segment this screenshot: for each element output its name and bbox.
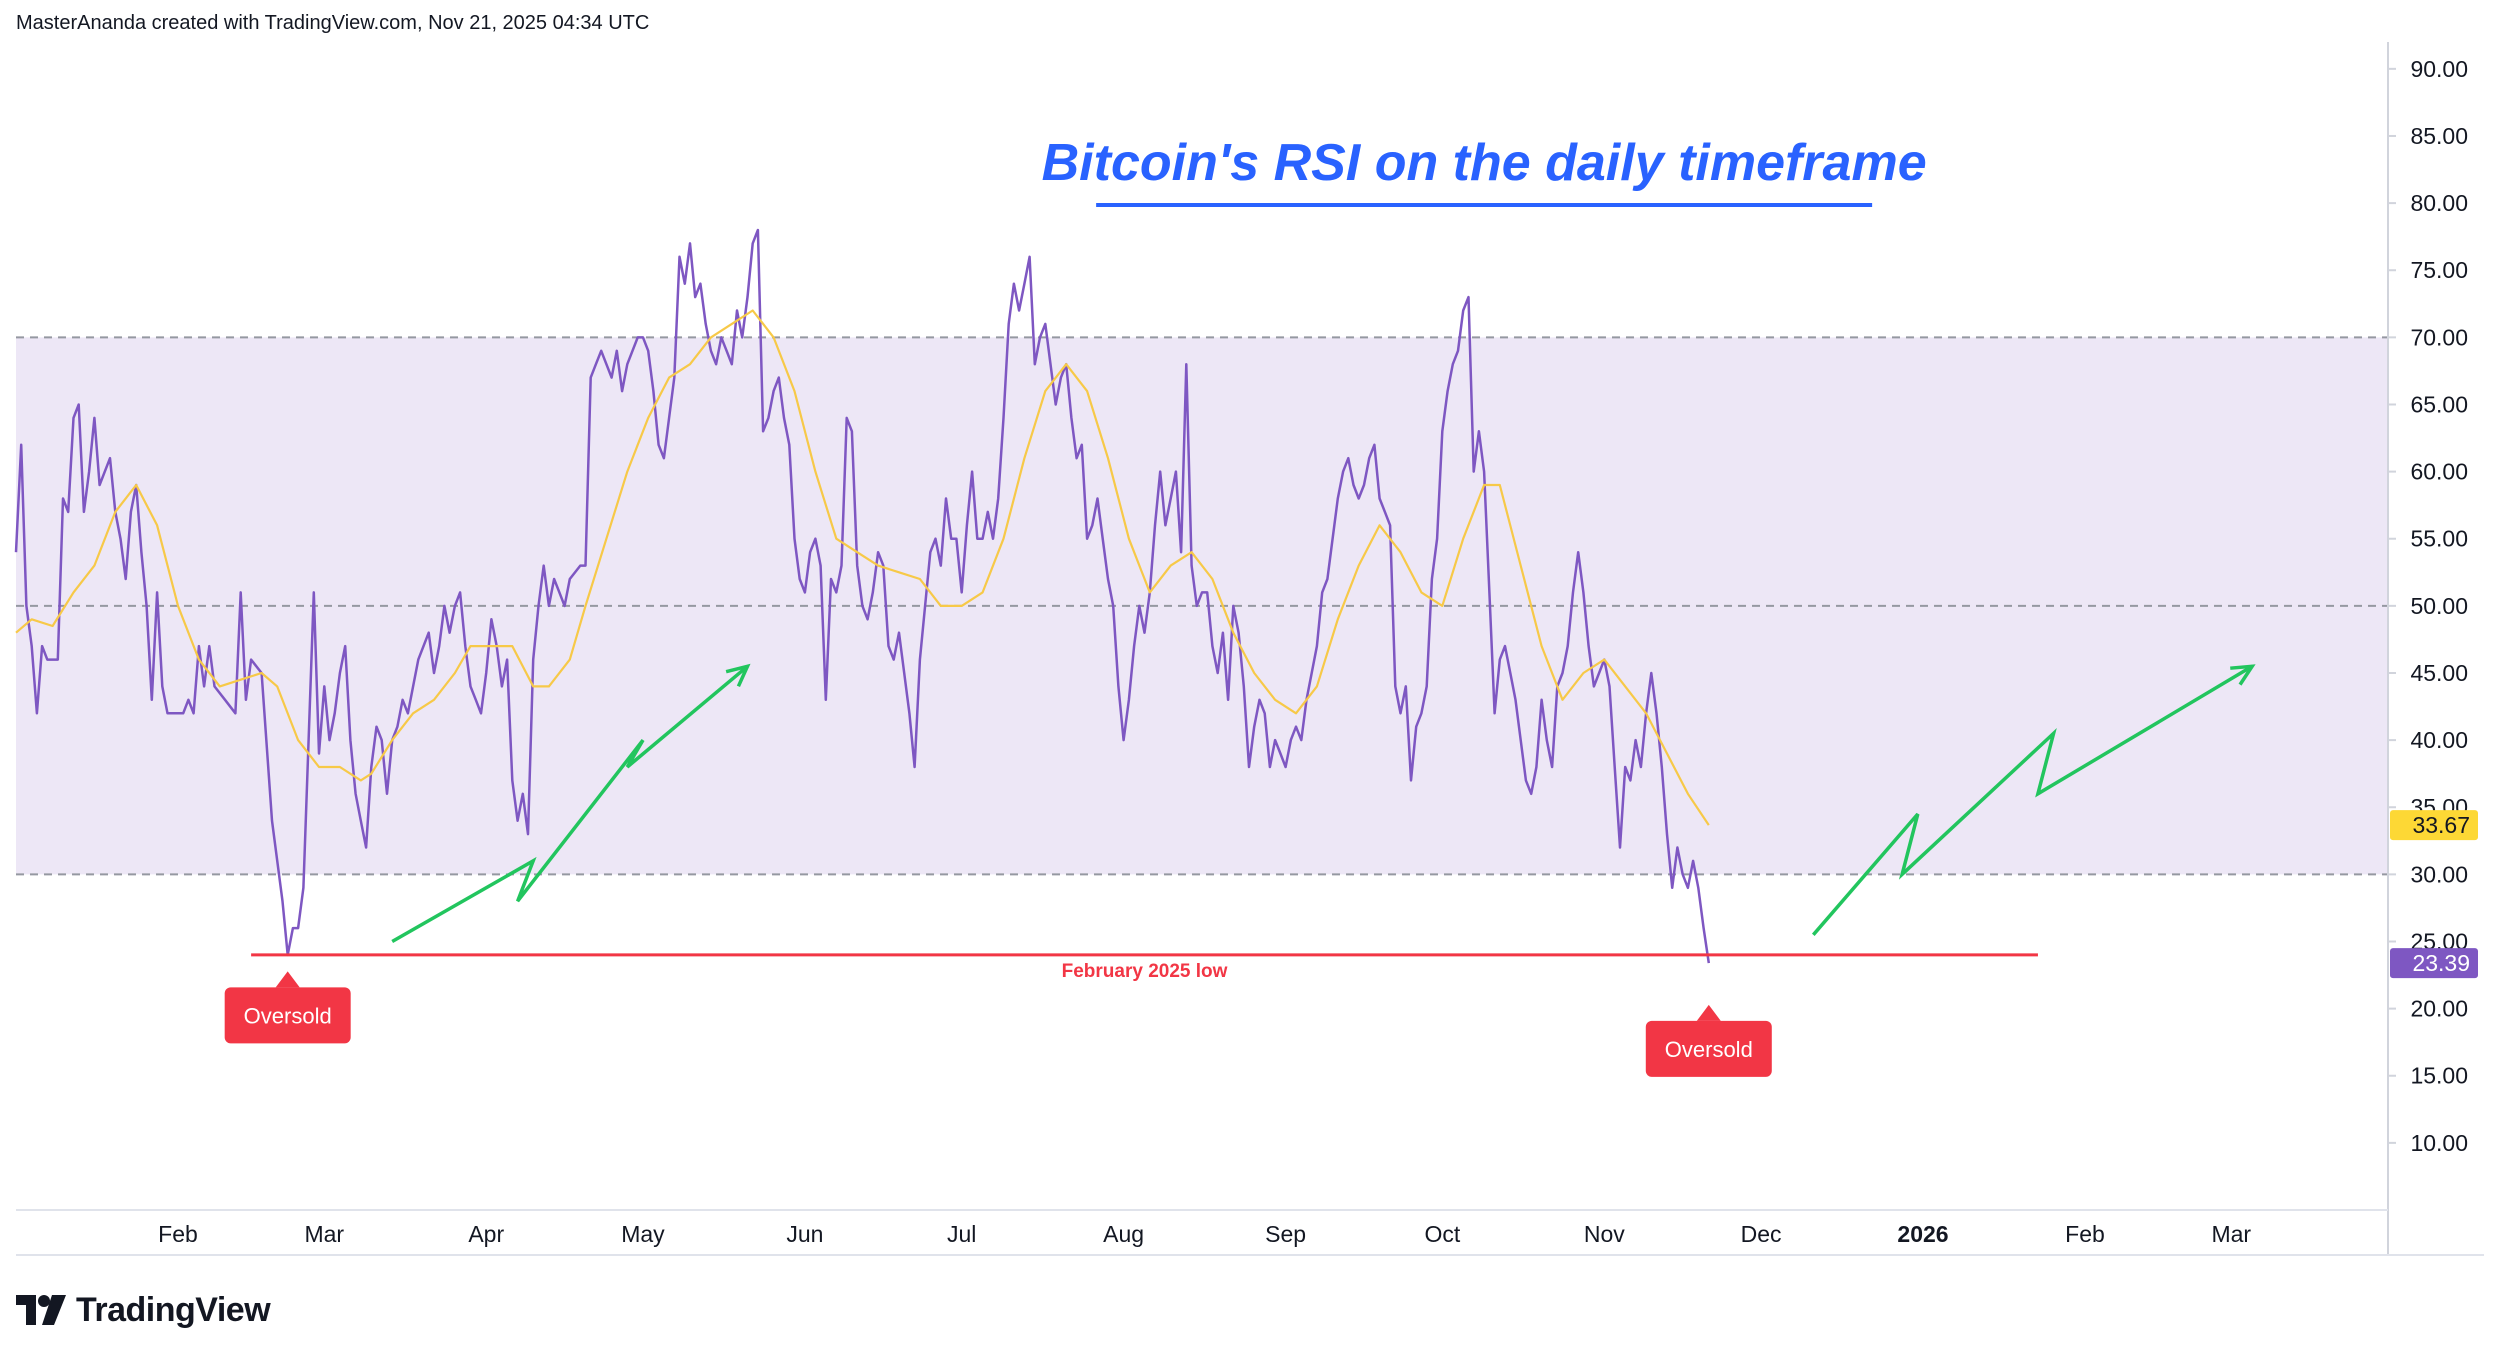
x-tick-label: Jul — [947, 1221, 976, 1247]
rsi-value-tag — [2390, 948, 2478, 979]
x-axis: Feb Mar Apr May Jun Jul Aug Sep Oct Nov Dec 2026 Feb… — [158, 1221, 2251, 1247]
x-tick-label: Mar — [304, 1221, 344, 1247]
y-tick-label: 30.00 — [2410, 861, 2468, 887]
oversold-badge[interactable] — [224, 987, 351, 1044]
y-tick-label: 20.00 — [2410, 996, 2468, 1022]
tradingview-logo-icon — [16, 1295, 66, 1325]
last-value-tags: 33.67 23.39 — [2390, 810, 2478, 979]
oversold-pointer — [1696, 1004, 1721, 1021]
x-tick-label: Apr — [468, 1221, 504, 1247]
tradingview-logo[interactable]: TradingView — [16, 1288, 271, 1332]
x-tick-label: Feb — [2065, 1221, 2105, 1247]
rsi-value-label: 23.39 — [2412, 950, 2470, 976]
rsi-line[interactable] — [14, 228, 1711, 964]
oversold-badge[interactable] — [1645, 1020, 1772, 1077]
oversold-pointer — [275, 971, 300, 988]
chart-title: Bitcoin's RSI on the daily timeframe — [1042, 134, 1927, 192]
y-tick-label: 15.00 — [2410, 1063, 2468, 1089]
arrow-head — [725, 663, 751, 688]
projection-arrow[interactable] — [1811, 664, 2254, 936]
band-guides — [16, 336, 2388, 876]
chart-credit: MasterAnanda created with TradingView.co… — [16, 12, 650, 34]
ma-value-tag — [2390, 810, 2478, 841]
arrow-head — [2230, 664, 2256, 686]
y-tick-label: 65.00 — [2410, 391, 2468, 417]
y-tick-label: 70.00 — [2410, 324, 2468, 350]
y-tick-label: 45.00 — [2410, 660, 2468, 686]
x-tick-label: Oct — [1424, 1221, 1460, 1247]
annotations-layer: February 2025 low Oversold Oversold — [224, 663, 2256, 1077]
x-tick-label: Mar — [2211, 1221, 2251, 1247]
y-tick-label: 85.00 — [2410, 123, 2468, 149]
x-tick-label: Dec — [1741, 1221, 1782, 1247]
series-layer — [14, 228, 1711, 964]
y-axis: 90.00 85.00 80.00 75.00 70.00 65.00 60.00 55.00… — [2388, 56, 2468, 1156]
axis-frame — [16, 42, 2484, 1256]
x-tick-label: May — [621, 1221, 665, 1247]
x-tick-label: 2026 — [1897, 1221, 1948, 1247]
y-tick-label: 40.00 — [2410, 727, 2468, 753]
support-label: February 2025 low — [1062, 961, 1228, 982]
rsi-ma-line[interactable] — [15, 309, 1710, 826]
y-tick-label: 50.00 — [2410, 593, 2468, 619]
ma-value-label: 33.67 — [2412, 812, 2470, 838]
oversold-label: Oversold — [244, 1003, 332, 1028]
tradingview-brand: TradingView — [76, 1290, 271, 1329]
x-tick-label: Nov — [1584, 1221, 1625, 1247]
y-tick-label: 80.00 — [2410, 190, 2468, 216]
x-tick-label: Jun — [786, 1221, 823, 1247]
y-tick-label: 90.00 — [2410, 56, 2468, 82]
y-tick-label: 75.00 — [2410, 257, 2468, 283]
projection-arrow[interactable] — [391, 664, 749, 944]
x-tick-label: Sep — [1265, 1221, 1306, 1247]
y-tick-label: 10.00 — [2410, 1130, 2468, 1156]
x-tick-label: Feb — [158, 1221, 198, 1247]
y-tick-label: 55.00 — [2410, 526, 2468, 552]
oversold-label: Oversold — [1665, 1037, 1753, 1062]
x-tick-label: Aug — [1103, 1221, 1144, 1247]
y-tick-label: 60.00 — [2410, 459, 2468, 485]
